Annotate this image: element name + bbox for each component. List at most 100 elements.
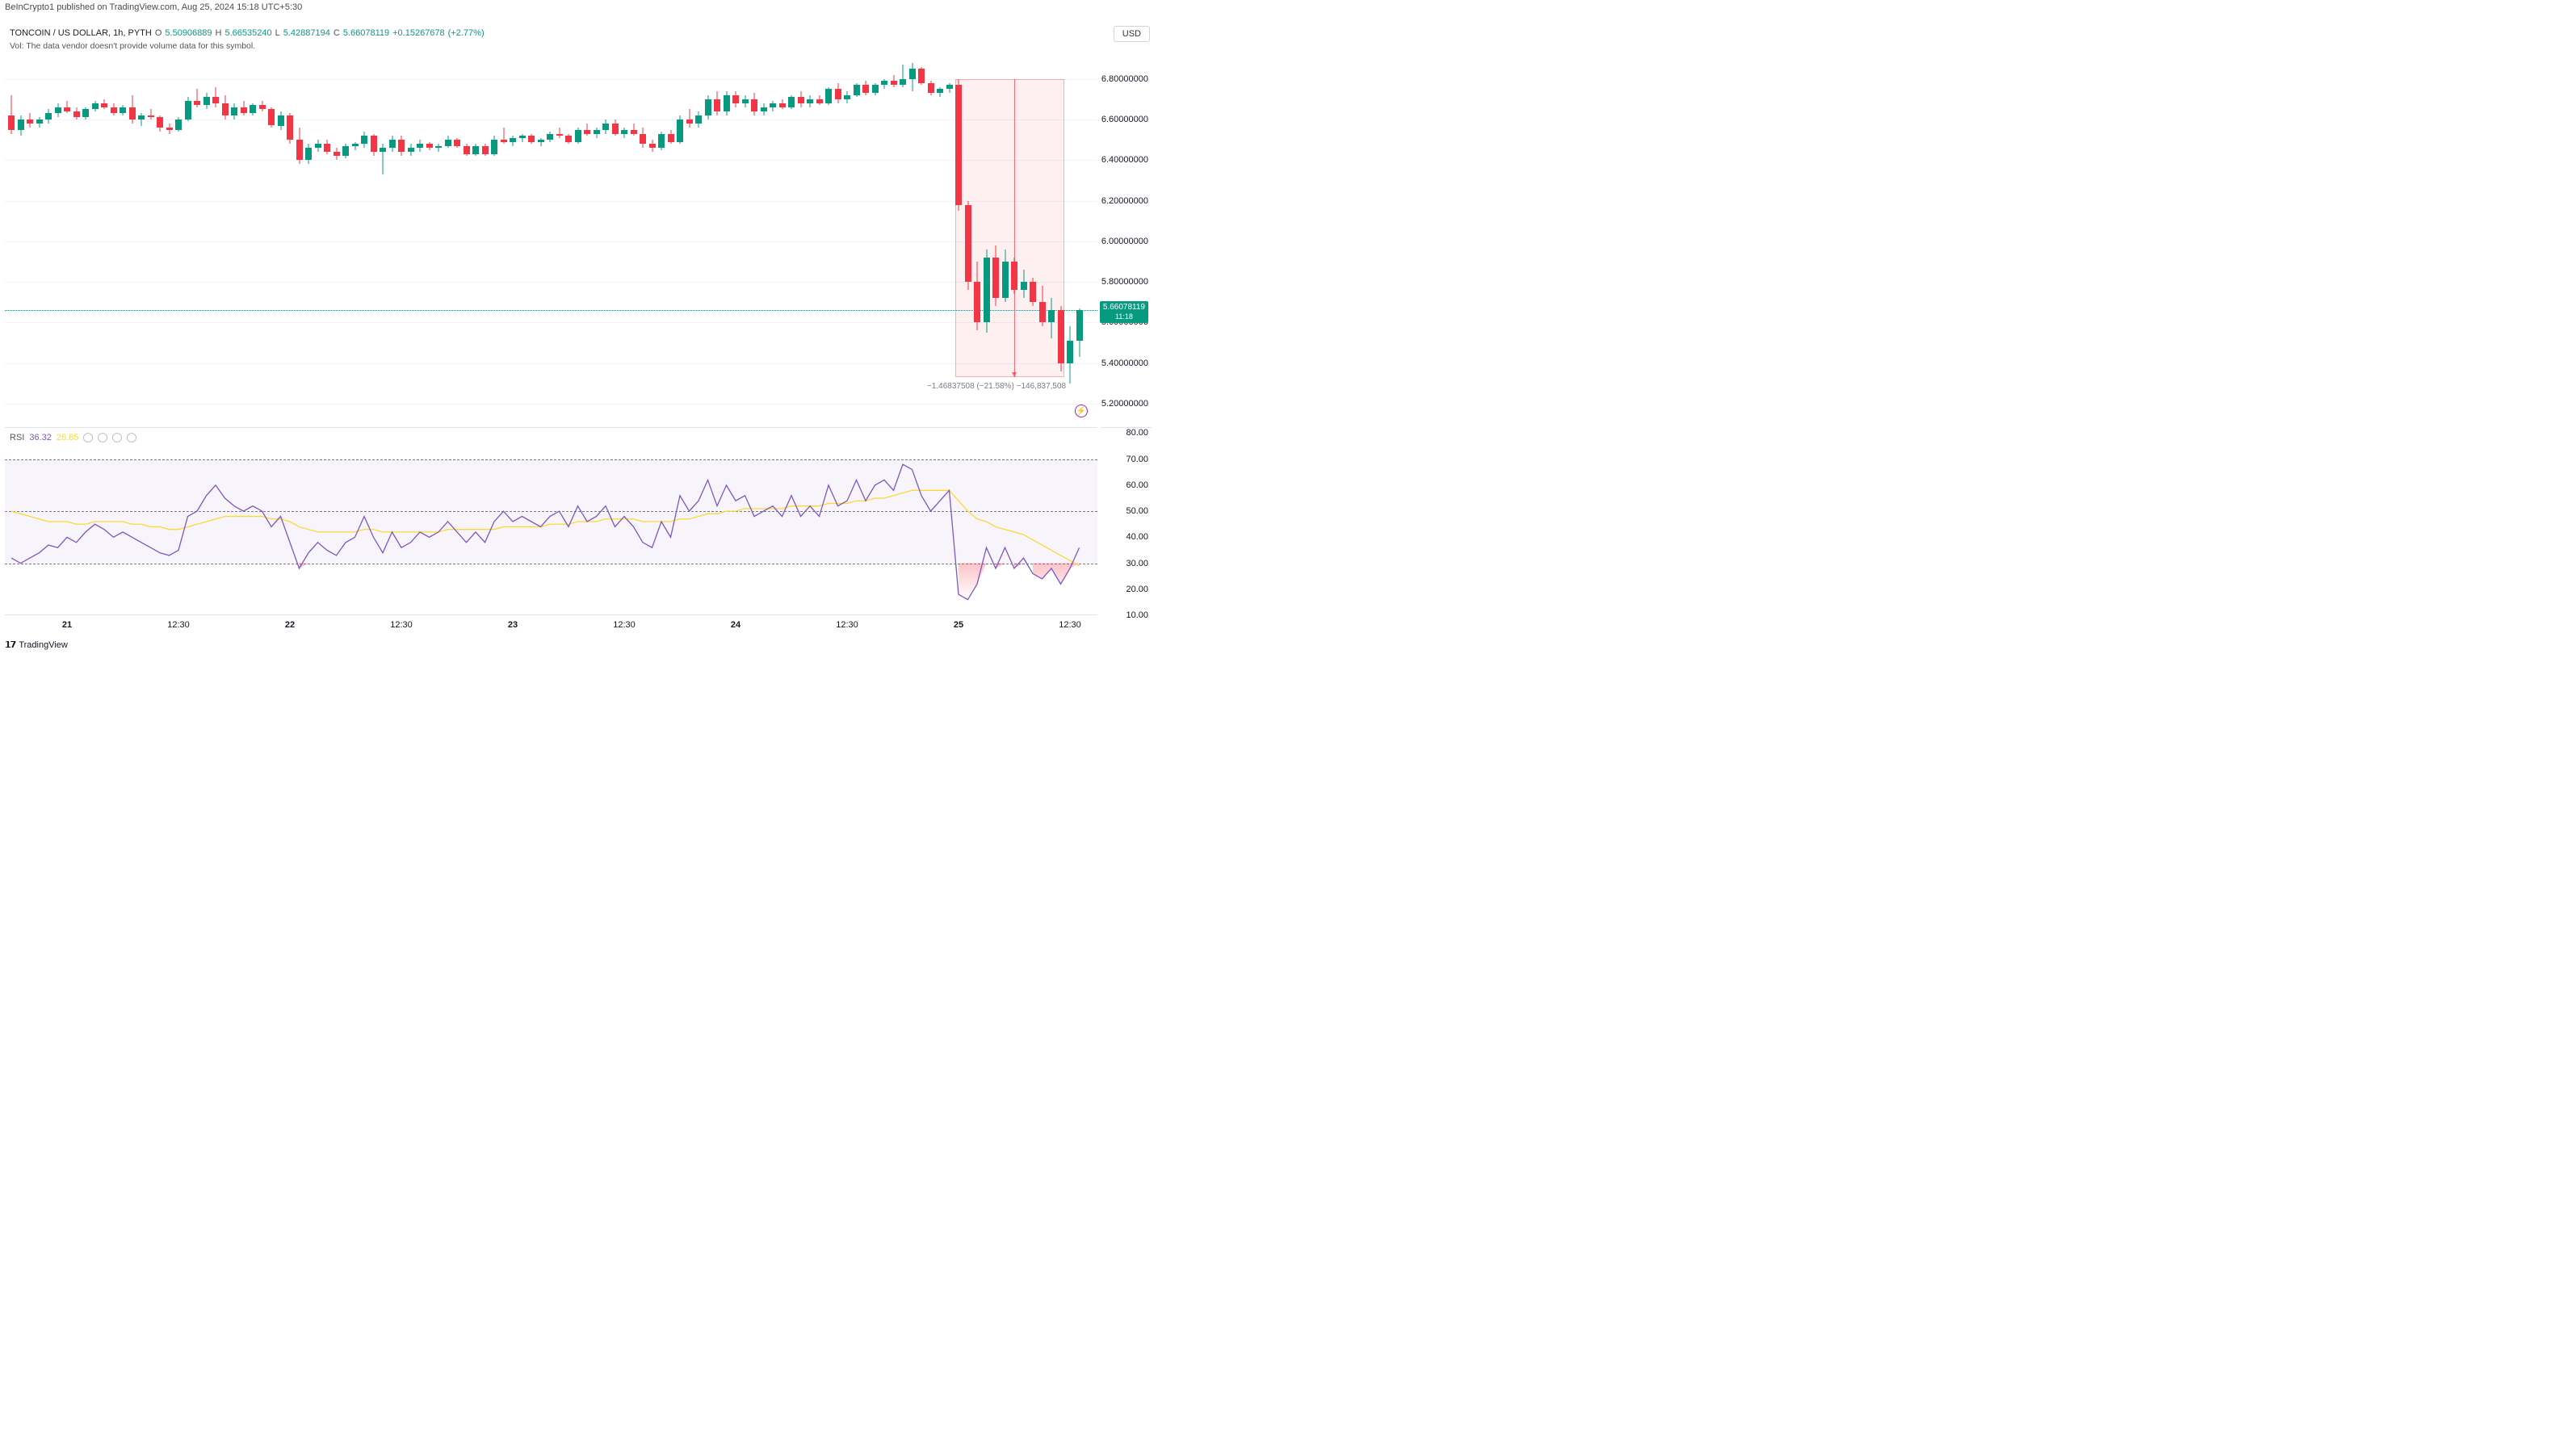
rsi-tick-label: 60.00 [1126,480,1148,490]
candle [352,48,359,424]
candle [157,48,163,424]
candle [584,48,590,424]
candle [714,48,720,424]
rsi-tick-label: 80.00 [1126,428,1148,438]
rsi-tick-label: 20.00 [1126,585,1148,594]
candle [129,48,136,424]
candle [547,48,553,424]
ohlc-o-value: 5.50906889 [165,28,212,38]
price-tick-label: 5.40000000 [1101,359,1148,368]
candle [250,48,256,424]
current-price-countdown: 11:18 [1103,312,1145,321]
current-price-value: 5.66078119 [1103,303,1145,312]
time-axis[interactable]: 2112:302212:302312:302412:302512:30 [5,614,1097,635]
publish-info: BeInCrypto1 published on TradingView.com… [5,2,302,12]
candle [166,48,173,424]
price-tick-label: 6.40000000 [1101,155,1148,165]
candle [686,48,693,424]
candle [175,48,182,424]
currency-badge[interactable]: USD [1114,26,1150,42]
ohlc-h-value: 5.66535240 [224,28,271,38]
candle [732,48,739,424]
candle [658,48,665,424]
candle [538,48,544,424]
candle [315,48,321,424]
candle [212,48,219,424]
current-price-label: 5.6607811911:18 [1100,301,1148,323]
rsi-oversold-fill [300,564,1080,600]
candle [854,48,860,424]
candle [45,48,52,424]
rsi-line [11,464,1080,600]
candle [705,48,711,424]
candle [8,48,15,424]
footer: 𝟭𝟳 TradingView [5,639,68,650]
candle [640,48,646,424]
candle [881,48,887,424]
candle [835,48,841,424]
rsi-tick-label: 30.00 [1126,559,1148,568]
candle [751,48,757,424]
ohlc-l-label: L [275,28,280,38]
candle [361,48,367,424]
candle [984,48,990,424]
candle [594,48,600,424]
price-tick-label: 6.80000000 [1101,74,1148,84]
price-axis[interactable]: 5.200000005.400000005.600000005.80000000… [1101,48,1152,424]
candle [677,48,683,424]
candle [807,48,813,424]
candle [862,48,869,424]
candle [324,48,330,424]
candle [575,48,581,424]
candle [120,48,126,424]
rsi-tick-label: 50.00 [1126,506,1148,516]
candle [668,48,674,424]
symbol-pair[interactable]: TONCOIN / US DOLLAR, 1h, PYTH [10,28,152,38]
candle [779,48,786,424]
candle [36,48,43,424]
ohlc-change-abs: +0.15267678 [392,28,445,38]
candle [55,48,61,424]
rsi-pane[interactable]: RSI 36.32 26.85 [5,427,1097,614]
candle [203,48,210,424]
candle [501,48,507,424]
time-tick-label: 25 [954,620,963,630]
time-tick-label: 23 [508,620,518,630]
rsi-svg [5,428,1097,615]
candle [742,48,749,424]
symbol-ohlc-row: TONCOIN / US DOLLAR, 1h, PYTH O5.5090688… [10,28,485,38]
candle [445,48,451,424]
price-tick-label: 5.20000000 [1101,399,1148,409]
candle [138,48,145,424]
rsi-axis[interactable]: 10.0020.0030.0040.0050.0060.0070.0080.00 [1101,427,1152,614]
candle [380,48,386,424]
candle [519,48,526,424]
candle [1058,48,1064,424]
price-tick-label: 6.00000000 [1101,237,1148,246]
time-tick-label: 24 [731,620,740,630]
candle [1002,48,1009,424]
ohlc-o-label: O [155,28,162,38]
candle [928,48,934,424]
candle [621,48,627,424]
candle [408,48,414,424]
time-tick-label: 12:30 [1059,620,1081,630]
candle [649,48,656,424]
candle [918,48,925,424]
candle [965,48,971,424]
time-tick-label: 12:30 [836,620,858,630]
candle [602,48,609,424]
candle [259,48,266,424]
candle [770,48,776,424]
candle [454,48,460,424]
ohlc-c-value: 5.66078119 [343,28,389,38]
rsi-tick-label: 40.00 [1126,532,1148,542]
lightning-icon[interactable]: ⚡ [1075,405,1088,417]
price-chart-pane[interactable]: −1.46837508 (−21.58%) −146,837,508⚡ [5,48,1097,424]
candle [1021,48,1027,424]
time-tick-label: 21 [62,620,72,630]
candle [1039,48,1046,424]
candle [417,48,423,424]
candle [464,48,470,424]
price-tick-label: 6.20000000 [1101,196,1148,206]
